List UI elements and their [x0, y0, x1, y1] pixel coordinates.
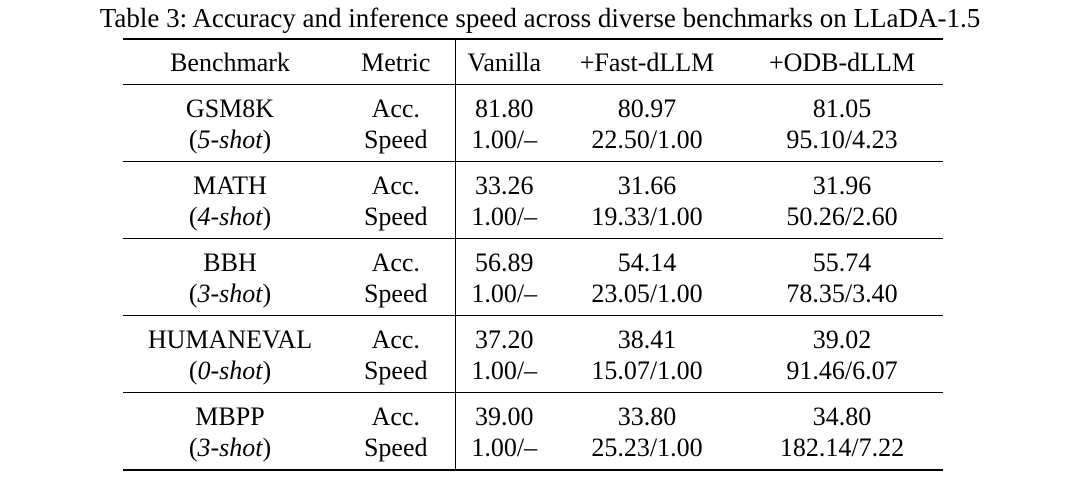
vanilla-speed: 1.00/– [471, 125, 538, 154]
vanilla-acc: 39.00 [475, 402, 534, 431]
shot-label: 5-shot [197, 125, 263, 154]
fast-dllm-speed: 19.33/1.00 [591, 202, 703, 231]
shot-label: 0-shot [197, 356, 263, 385]
metric-label: Speed [337, 432, 456, 470]
fast-dllm-speed: 15.07/1.00 [591, 356, 703, 385]
benchmark-group: MATH Acc. 33.26 31.66 31.96 (4-shot) Speed 1.00… [123, 161, 943, 239]
benchmark-name: BBH [203, 248, 257, 277]
shot-label: 3-shot [197, 279, 263, 308]
vanilla-acc: 81.80 [475, 94, 534, 123]
header-benchmark: Benchmark [170, 47, 290, 77]
vanilla-speed: 1.00/– [471, 279, 538, 308]
fast-dllm-acc: 80.97 [617, 94, 677, 123]
header-vanilla: Vanilla [467, 47, 542, 77]
fast-dllm-acc: 31.66 [617, 171, 677, 200]
table-row: (3-shot) Speed 1.00/– 25.23/1.00 182.14/7.22 [123, 432, 943, 470]
shot-label: 3-shot [197, 433, 263, 462]
odb-dllm-acc: 31.96 [812, 171, 872, 200]
benchmark-group: BBH Acc. 56.89 54.14 55.74 (3-shot) Speed 1.00/… [123, 238, 943, 316]
benchmark-name: MATH [193, 171, 267, 200]
fast-dllm-speed: 22.50/1.00 [591, 125, 703, 154]
table-row: (4-shot) Speed 1.00/– 19.33/1.00 50.26/2.60 [123, 201, 943, 239]
benchmark-shot: (5-shot) [188, 125, 272, 154]
benchmark-name: HUMANEVAL [147, 325, 313, 354]
metric-label: Acc. [337, 238, 456, 278]
metric-label: Acc. [337, 392, 456, 432]
header-row: Benchmark Metric Vanilla +Fast-dLLM +ODB… [123, 39, 943, 85]
odb-dllm-speed: 78.35/3.40 [786, 279, 898, 308]
header-metric: Metric [337, 39, 456, 85]
table-row: GSM8K Acc. 81.80 80.97 81.05 [123, 84, 943, 124]
metric-label: Speed [337, 124, 456, 162]
table-caption: Table 3: Accuracy and inference speed ac… [99, 3, 981, 33]
header-odb-dllm: +ODB-dLLM [768, 47, 916, 77]
metric-label: Acc. [337, 161, 456, 201]
odb-dllm-speed: 182.14/7.22 [779, 433, 905, 462]
odb-dllm-speed: 91.46/6.07 [786, 356, 898, 385]
benchmark-group: HUMANEVAL Acc. 37.20 38.41 39.02 (0-shot) Spee… [123, 315, 943, 393]
vanilla-speed: 1.00/– [471, 433, 538, 462]
benchmark-name: MBPP [195, 402, 265, 431]
fast-dllm-speed: 23.05/1.00 [591, 279, 703, 308]
metric-label: Speed [337, 201, 456, 239]
benchmark-shot: (3-shot) [188, 279, 272, 308]
shot-label: 4-shot [197, 202, 263, 231]
benchmark-shot: (3-shot) [188, 433, 272, 462]
odb-dllm-acc: 55.74 [812, 248, 872, 277]
table-row: BBH Acc. 56.89 54.14 55.74 [123, 238, 943, 278]
benchmark-name: GSM8K [185, 94, 275, 123]
metric-label: Acc. [337, 84, 456, 124]
benchmark-group: MBPP Acc. 39.00 33.80 34.80 (3-shot) Speed 1.00… [123, 392, 943, 470]
table-row: (5-shot) Speed 1.00/– 22.50/1.00 95.10/4.23 [123, 124, 943, 162]
fast-dllm-acc: 38.41 [617, 325, 677, 354]
odb-dllm-acc: 81.05 [812, 94, 872, 123]
results-table: Benchmark Metric Vanilla +Fast-dLLM +ODB… [123, 38, 943, 471]
benchmark-shot: (0-shot) [188, 356, 272, 385]
vanilla-speed: 1.00/– [471, 202, 538, 231]
metric-label: Acc. [337, 315, 456, 355]
benchmark-group: GSM8K Acc. 81.80 80.97 81.05 (5-shot) Speed 1.0… [123, 84, 943, 162]
metric-label: Speed [337, 278, 456, 316]
odb-dllm-speed: 50.26/2.60 [786, 202, 898, 231]
metric-label: Speed [337, 355, 456, 393]
fast-dllm-speed: 25.23/1.00 [591, 433, 703, 462]
benchmark-shot: (4-shot) [188, 202, 272, 231]
fast-dllm-acc: 54.14 [617, 248, 677, 277]
header-fast-dllm: +Fast-dLLM [579, 47, 715, 77]
vanilla-speed: 1.00/– [471, 356, 538, 385]
table-row: (0-shot) Speed 1.00/– 15.07/1.00 91.46/6.07 [123, 355, 943, 393]
vanilla-acc: 37.20 [475, 325, 534, 354]
table-row: HUMANEVAL Acc. 37.20 38.41 39.02 [123, 315, 943, 355]
vanilla-acc: 33.26 [475, 171, 534, 200]
vanilla-acc: 56.89 [475, 248, 534, 277]
odb-dllm-acc: 34.80 [812, 402, 872, 431]
fast-dllm-acc: 33.80 [617, 402, 677, 431]
odb-dllm-speed: 95.10/4.23 [786, 125, 898, 154]
table-row: MATH Acc. 33.26 31.66 31.96 [123, 161, 943, 201]
table-row: (3-shot) Speed 1.00/– 23.05/1.00 78.35/3.40 [123, 278, 943, 316]
odb-dllm-acc: 39.02 [812, 325, 872, 354]
table-row: MBPP Acc. 39.00 33.80 34.80 [123, 392, 943, 432]
